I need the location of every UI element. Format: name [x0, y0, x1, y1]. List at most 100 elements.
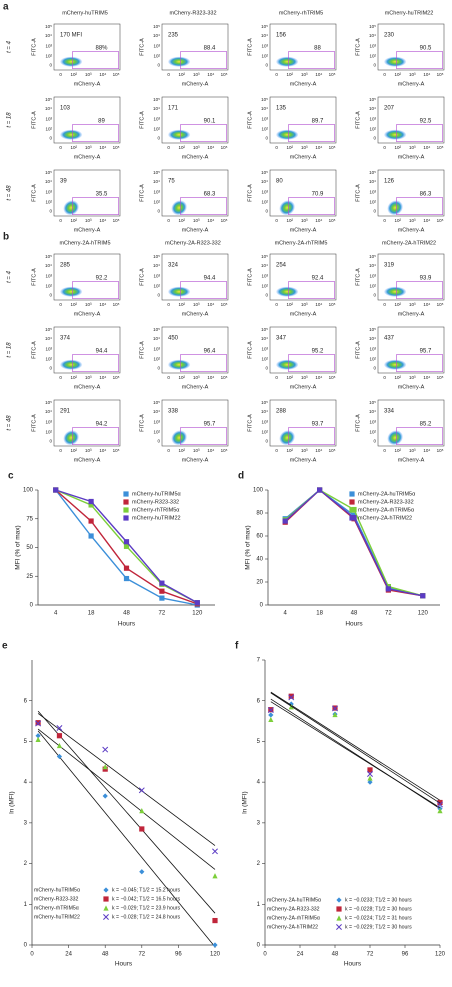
gate-percent: 95.2 [312, 348, 324, 354]
panel-letter: f [235, 641, 239, 652]
marker [35, 733, 41, 739]
mfi-value: 437 [384, 336, 395, 342]
marker [288, 694, 295, 701]
gate [180, 124, 227, 142]
y-axis-label: FITC-A [247, 38, 253, 56]
y-axis-label: FITC-A [31, 341, 37, 359]
fit-label: k = −0.0233; T1/2 = 30 hours [345, 897, 412, 903]
x-tick-label: 10² [287, 302, 294, 307]
legend-entry: mCherry-2A-R323-332 [358, 499, 414, 505]
marker [88, 502, 94, 508]
gate [72, 427, 119, 445]
gate [180, 197, 227, 215]
y-tick-label: 0 [49, 136, 52, 141]
y-tick-label: 10³ [153, 419, 160, 424]
x-tick-label: 48 [102, 952, 109, 958]
marker [367, 775, 373, 781]
y-tick-label: 3 [257, 820, 261, 826]
y-tick-label: 10⁵ [45, 24, 52, 29]
mfi-value: 450 [168, 336, 179, 342]
series-line [284, 489, 423, 597]
panel-letter: d [238, 471, 244, 482]
y-tick-label: 10⁵ [261, 170, 268, 175]
x-tick-label: 96 [402, 952, 409, 958]
x-tick-label: 0 [59, 218, 62, 223]
cell-density [279, 200, 295, 216]
x-tick-label: 0 [59, 448, 62, 453]
x-tick-label: 10⁴ [99, 218, 106, 223]
plot-frame [161, 23, 229, 71]
gate [288, 427, 335, 445]
marker [212, 942, 218, 948]
marker [282, 518, 288, 524]
y-tick-label: 10² [261, 199, 268, 204]
fit-line [270, 691, 441, 801]
y-axis-label: FITC-A [31, 38, 37, 56]
x-tick-label: 10⁴ [99, 145, 106, 150]
y-tick-label: 0 [24, 943, 28, 949]
gate [180, 354, 227, 372]
mfi-value: 347 [276, 336, 287, 342]
gate-percent: 85.2 [420, 421, 432, 427]
x-tick-label: 72 [385, 611, 392, 617]
x-axis-label: mCherry-A [290, 154, 317, 160]
x-tick-label: 10³ [301, 302, 308, 307]
gate-percent: 94.2 [96, 421, 108, 427]
y-axis-label: FITC-A [31, 414, 37, 432]
mfi-value: 171 [168, 106, 179, 112]
x-tick-label: 10⁵ [221, 375, 228, 380]
gate-percent: 35.5 [96, 191, 108, 197]
mfi-value: 103 [60, 106, 71, 112]
y-tick-label: 10⁵ [261, 24, 268, 29]
x-axis-label: Hours [115, 961, 133, 968]
x-tick-label: 0 [275, 375, 278, 380]
x-tick-label: 10² [395, 72, 402, 77]
y-axis-label: FITC-A [139, 38, 145, 56]
x-tick-label: 10² [395, 302, 402, 307]
y-tick-label: 10² [153, 283, 160, 288]
x-tick-label: 10² [179, 145, 186, 150]
x-tick-label: 24 [65, 952, 72, 958]
cell-density [384, 286, 407, 297]
y-axis-label: FITC-A [247, 341, 253, 359]
y-tick-label: 60 [256, 534, 263, 540]
y-tick-label: 0 [265, 63, 268, 68]
x-tick-label: 10⁵ [113, 302, 120, 307]
x-tick-label: 10⁴ [99, 375, 106, 380]
cell-density [168, 359, 191, 370]
legend-entry: mCherry-2A-hTRIM22 [267, 924, 318, 930]
panel-letter: e [2, 641, 8, 652]
x-tick-label: 4 [54, 611, 58, 617]
cell-density [384, 56, 407, 67]
gate [72, 354, 119, 372]
mfi-value: 254 [276, 263, 287, 269]
gate-percent: 90.5 [420, 45, 432, 51]
panel-letter: c [8, 471, 14, 482]
x-axis-label: mCherry-A [290, 384, 317, 390]
y-tick-label: 0 [265, 293, 268, 298]
y-tick-label: 7 [257, 658, 261, 664]
marker [212, 873, 218, 879]
cell-density [387, 200, 403, 216]
cell-density [168, 129, 191, 140]
y-axis-label: FITC-A [139, 414, 145, 432]
x-tick-label: 10⁴ [207, 72, 214, 77]
y-tick-label: 10² [45, 283, 52, 288]
y-tick-label: 0 [157, 63, 160, 68]
marker [159, 580, 165, 586]
x-tick-label: 10³ [301, 448, 308, 453]
y-tick-label: 10² [261, 429, 268, 434]
y-axis-label: FITC-A [247, 268, 253, 286]
x-axis-label: mCherry-A [74, 81, 101, 87]
x-axis-label: mCherry-A [182, 311, 209, 317]
y-axis-label: FITC-A [139, 341, 145, 359]
x-tick-label: 10⁵ [329, 302, 336, 307]
series-line [284, 489, 423, 597]
y-tick-label: 0 [373, 366, 376, 371]
y-axis-label: FITC-A [31, 268, 37, 286]
y-tick-label: 10⁴ [369, 336, 376, 341]
marker [56, 753, 63, 760]
x-tick-label: 0 [167, 375, 170, 380]
x-tick-label: 10³ [193, 145, 200, 150]
